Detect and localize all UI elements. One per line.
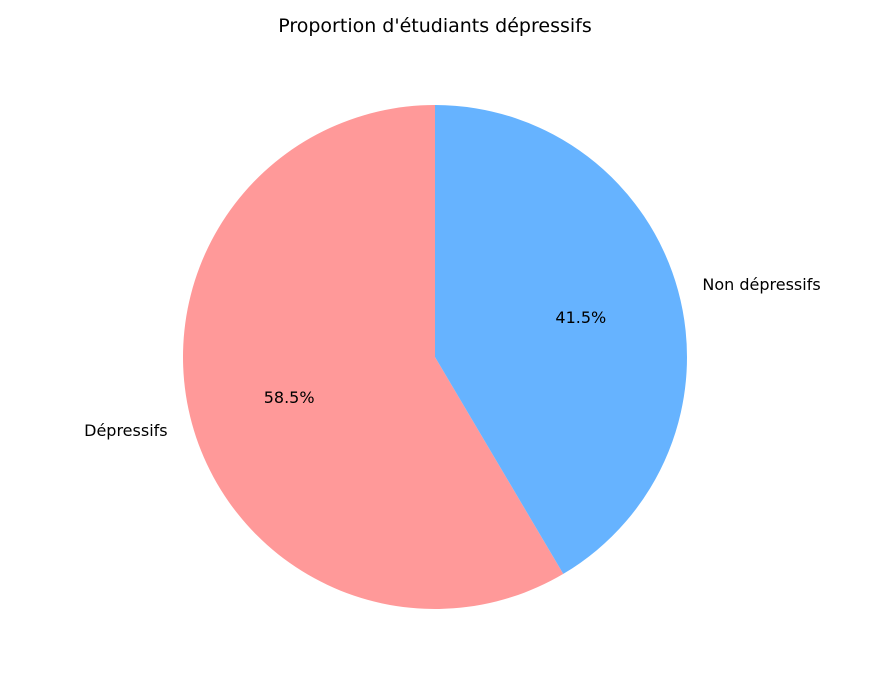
pie-percent-label: 41.5% xyxy=(555,308,606,327)
pie-labels: 58.5% Dépressifs 41.5% Non dépressifs xyxy=(84,275,821,440)
pie-category-label: Dépressifs xyxy=(84,421,167,440)
pie-slice-non-d-pressifs xyxy=(435,105,688,574)
pie-slices xyxy=(183,105,688,609)
pie-percent-label: 58.5% xyxy=(264,388,315,407)
chart-title: Proportion d'étudiants dépressifs xyxy=(278,15,592,37)
pie-slice-d-pressifs xyxy=(183,105,564,609)
pie-category-label: Non dépressifs xyxy=(702,275,820,294)
